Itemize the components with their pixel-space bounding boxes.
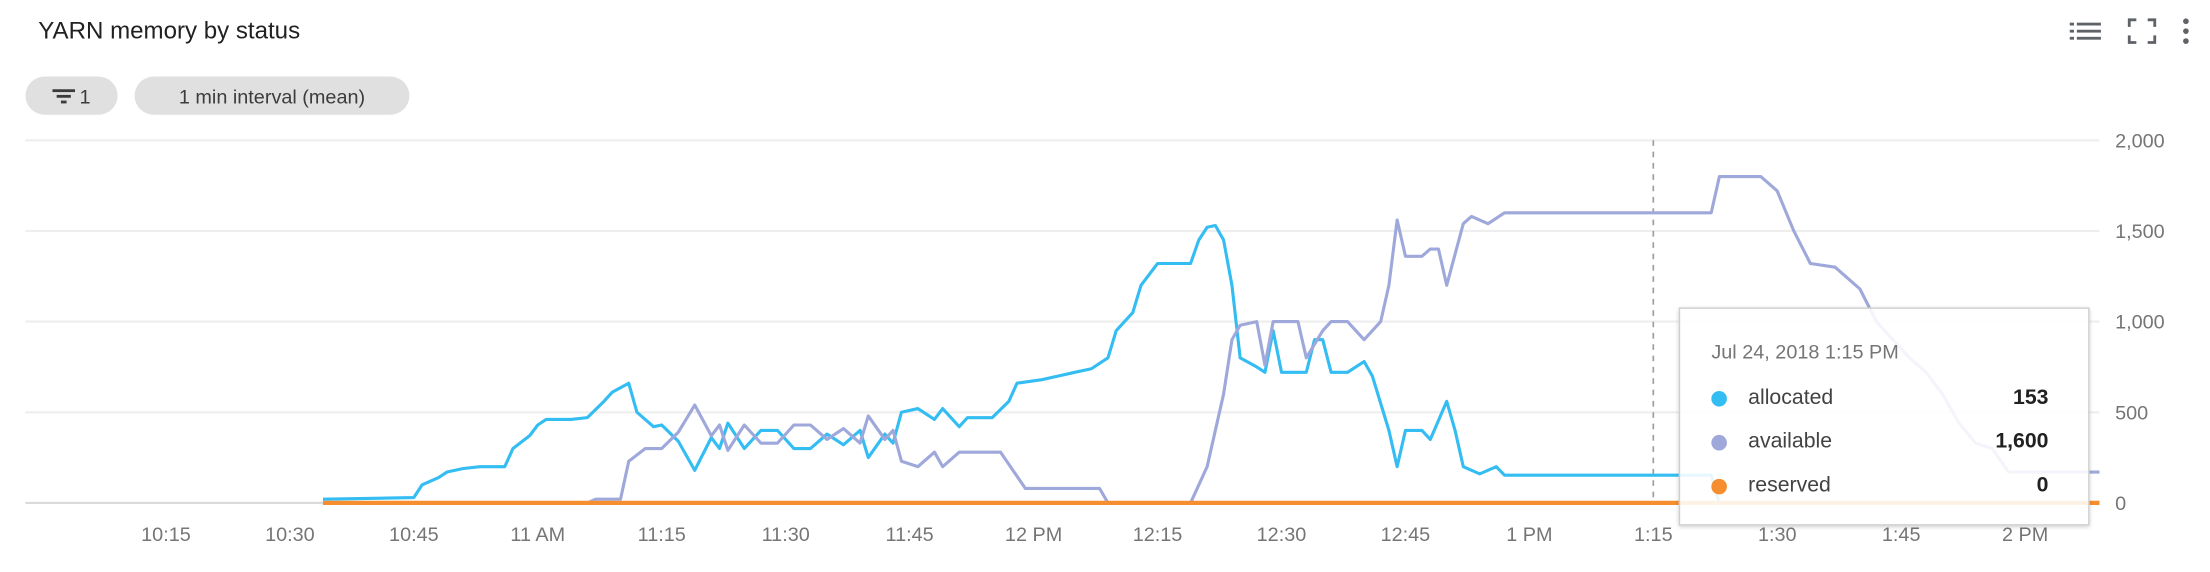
series-line-available [323,174,2100,505]
y-tick-label: 1,500 [2115,221,2165,243]
x-tick-label: 12 PM [1005,524,1062,546]
y-tick-label: 1,000 [2115,312,2165,334]
x-tick-label: 12:45 [1381,524,1431,546]
x-tick-label: 1:45 [1882,524,1921,546]
reserved-dot-icon [1711,478,1727,495]
x-tick-label: 12:15 [1133,524,1183,546]
chart-title: YARN memory by status [38,17,301,44]
tooltip-label: available [1748,429,1833,454]
x-tick-label: 2 PM [2002,524,2048,546]
x-tick-label: 11:45 [886,524,934,546]
x-tick-label: 11:15 [638,524,686,546]
allocated-dot-icon [1711,391,1727,407]
x-tick-label: 10:15 [141,524,191,546]
y-tick-label: 500 [2115,402,2148,424]
tooltip-value: 153 [2013,385,2049,410]
x-tick-label: 11:30 [762,524,810,546]
x-tick-label: 12:30 [1257,524,1307,546]
tooltip-row-reserved: reserved 0 [1711,472,2049,500]
y-tick-label: 0 [2115,493,2126,515]
tooltip-time: Jul 24, 2018 1:15 PM [1711,340,1899,363]
filter-count: 1 [79,84,91,107]
legend-list-icon[interactable] [2067,14,2104,48]
filter-icon [52,88,76,103]
x-tick-label: 10:45 [389,524,439,546]
interval-chip[interactable]: 1 min interval (mean) [134,76,410,115]
tooltip-row-allocated: allocated 153 [1711,384,2049,412]
tooltip-value: 0 [2036,473,2049,498]
y-tick-label: 2,000 [2115,130,2165,152]
available-dot-icon [1711,434,1727,451]
filter-chip[interactable]: 1 [25,76,118,115]
more-vert-icon[interactable] [2175,14,2198,48]
tooltip-label: reserved [1748,473,1831,498]
x-tick-label: 1:30 [1758,524,1797,546]
x-tick-label: 11 AM [510,524,565,546]
tooltip-row-available: available 1,600 [1711,428,2049,456]
x-tick-label: 1 PM [1506,524,1552,546]
x-tick-label: 1:15 [1634,524,1673,546]
tooltip-label: allocated [1748,385,1834,410]
tooltip-value: 1,600 [1995,429,2049,454]
series-line-allocated [322,223,1721,504]
fullscreen-icon[interactable] [2124,14,2161,48]
x-tick-label: 10:30 [265,524,315,546]
hover-tooltip: Jul 24, 2018 1:15 PM allocated 153 avail… [1678,307,2090,526]
